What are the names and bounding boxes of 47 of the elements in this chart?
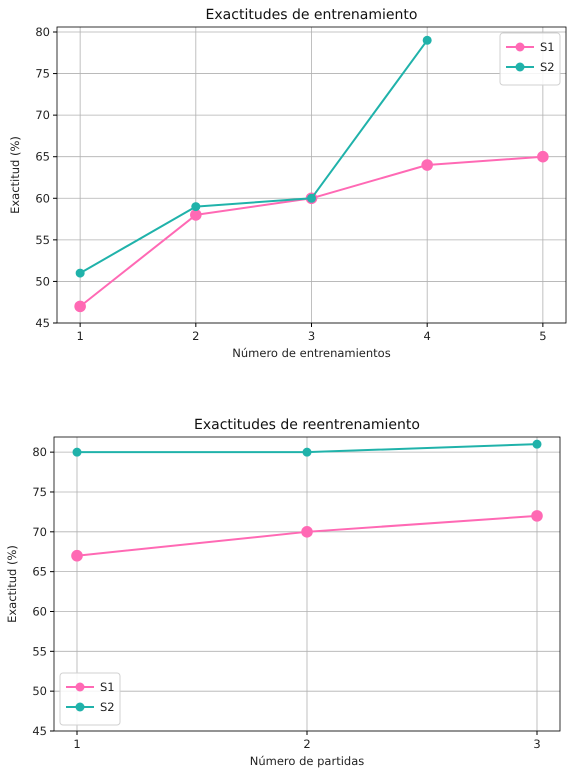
y-tick-label: 45 (32, 724, 47, 738)
x-axis-title: Número de partidas (250, 754, 364, 768)
y-tick-label: 65 (32, 564, 47, 579)
x-tick-label: 2 (192, 329, 200, 343)
x-tick-label: 1 (73, 737, 81, 751)
y-tick-label: 70 (32, 524, 47, 539)
y-tick-label: 55 (35, 232, 50, 247)
x-tick-label: 1 (76, 329, 84, 343)
x-tick-label: 4 (424, 329, 431, 343)
y-tick-label: 50 (32, 684, 47, 698)
y-tick-label: 75 (32, 484, 47, 499)
legend-label: S2 (540, 60, 555, 74)
point (190, 209, 202, 221)
y-axis-title: Exactitud (%) (5, 545, 19, 623)
point (72, 448, 82, 457)
point (302, 448, 312, 457)
y-axis-title: Exactitud (%) (8, 136, 22, 214)
point (191, 202, 200, 212)
point (537, 150, 549, 163)
point (301, 526, 313, 538)
point (422, 36, 432, 45)
x-tick-label: 2 (303, 737, 311, 751)
x-tick-label: 3 (533, 737, 541, 751)
chart-title: Exactitudes de entrenamiento (206, 7, 418, 23)
y-tick-label: 55 (32, 644, 47, 658)
y-tick-label: 60 (35, 191, 50, 206)
y-tick-label: 45 (35, 316, 50, 330)
chart-title: Exactitudes de reentrenamiento (194, 417, 420, 433)
x-tick-label: 3 (308, 329, 316, 343)
x-axis-title: Número de entrenamientos (232, 346, 391, 360)
y-tick-label: 75 (35, 66, 50, 81)
x-tick-label: 5 (539, 329, 547, 343)
y-tick-label: 60 (32, 604, 47, 618)
y-tick-label: 50 (35, 274, 50, 288)
y-tick-label: 80 (32, 445, 47, 460)
point (531, 510, 543, 522)
y-tick-label: 80 (35, 24, 50, 39)
point (76, 268, 85, 278)
y-tick-label: 65 (35, 150, 50, 164)
y-tick-label: 70 (35, 108, 50, 122)
point (71, 550, 83, 562)
legend-label: S1 (100, 680, 115, 694)
point (74, 300, 86, 312)
legend-label: S1 (540, 40, 555, 54)
point (532, 440, 542, 449)
point (421, 159, 433, 171)
legend-label: S2 (100, 700, 115, 714)
